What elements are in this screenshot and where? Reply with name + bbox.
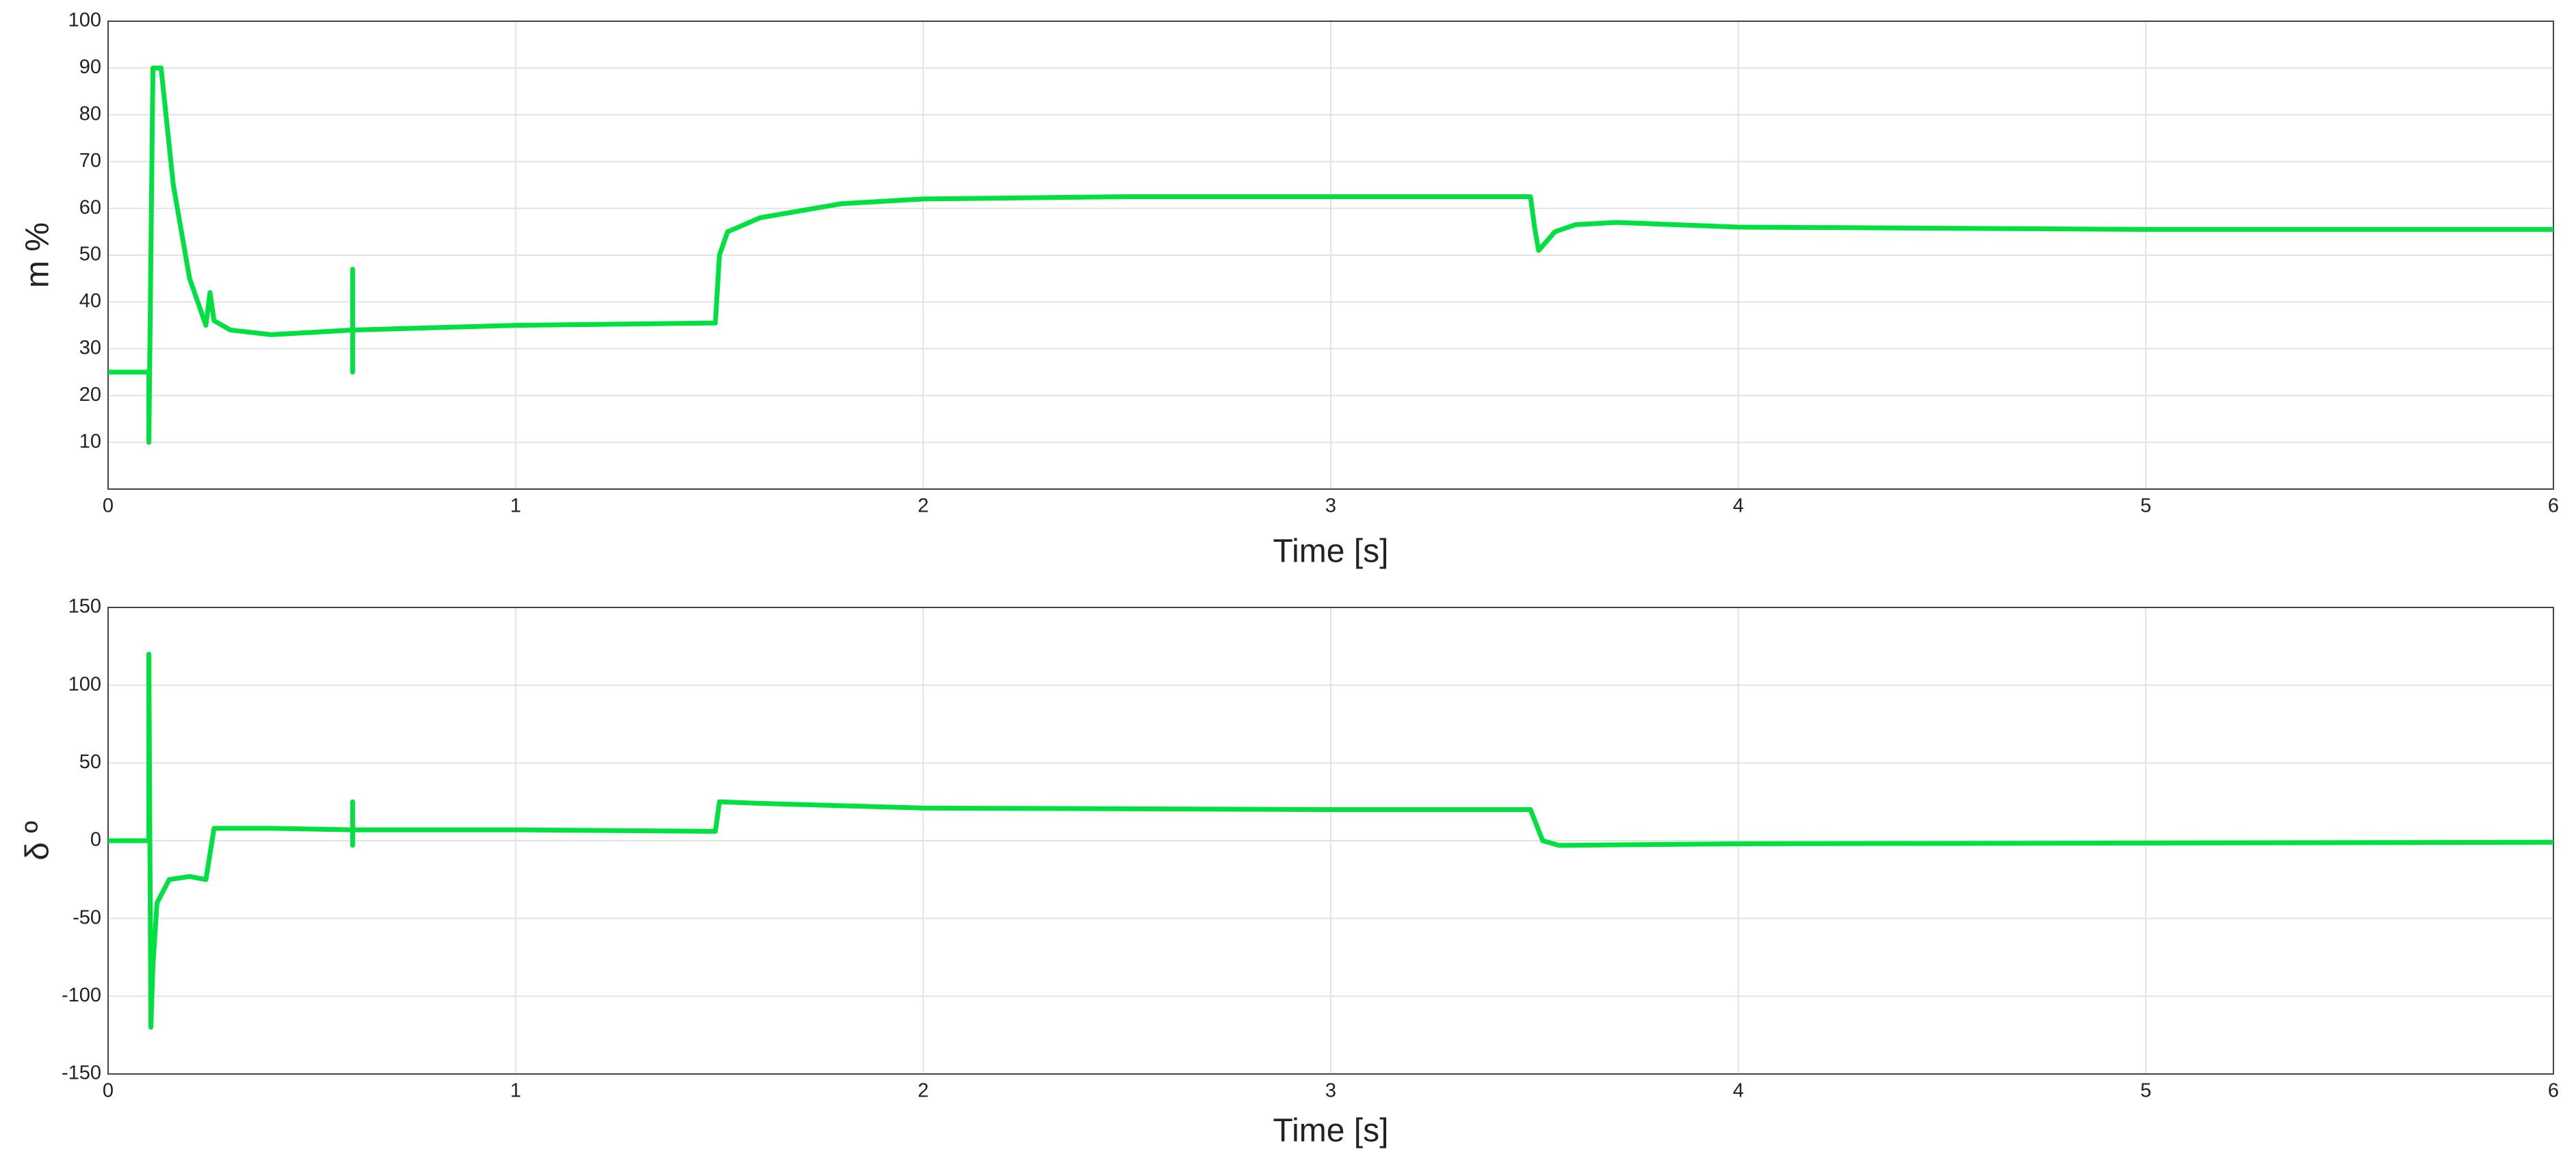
x-tick-label: 6: [2548, 1080, 2559, 1102]
y-tick-label: 30: [79, 337, 101, 358]
y-tick-label: 100: [68, 673, 101, 695]
plot-frame: [107, 21, 2554, 490]
x-axis-title: Time [s]: [1273, 1113, 1389, 1149]
data-line: [108, 65, 2553, 445]
y-tick-label: -50: [73, 906, 101, 928]
y-tick-label: -100: [62, 984, 101, 1006]
x-tick-label: 1: [510, 1080, 521, 1102]
y-tick-label: 50: [79, 751, 101, 773]
x-tick-label: 5: [2140, 1080, 2151, 1102]
y-tick-label: 150: [68, 596, 101, 618]
x-tick-label: 0: [103, 1080, 114, 1102]
y-tick-label: 40: [79, 290, 101, 312]
x-tick-label: 5: [2140, 495, 2151, 517]
y-tick-label: 10: [79, 430, 101, 452]
x-tick-label: 4: [1733, 495, 1744, 517]
y-tick-label: 20: [79, 384, 101, 406]
x-tick-label: 4: [1733, 1080, 1744, 1102]
x-tick-label: 0: [103, 495, 114, 517]
y-tick-label: 70: [79, 150, 101, 172]
x-tick-label: 1: [510, 495, 521, 517]
x-tick-label: 6: [2548, 495, 2559, 517]
x-tick-label: 3: [1325, 495, 1336, 517]
x-tick-label: 2: [918, 1080, 928, 1102]
x-tick-label: 3: [1325, 1080, 1336, 1102]
y-tick-label: -150: [62, 1062, 101, 1084]
y-axis-title: δ º: [20, 821, 56, 861]
y-tick-label: 0: [90, 829, 101, 851]
x-axis-title: Time [s]: [1273, 534, 1389, 570]
x-tick-label: 2: [918, 495, 928, 517]
y-tick-label: 50: [79, 244, 101, 265]
y-tick-label: 60: [79, 196, 101, 218]
y-tick-label: 100: [68, 10, 101, 31]
y-tick-label: 90: [79, 56, 101, 78]
y-tick-label: 80: [79, 103, 101, 124]
y-axis-title: m %: [20, 222, 56, 288]
data-line: [108, 651, 2554, 1030]
